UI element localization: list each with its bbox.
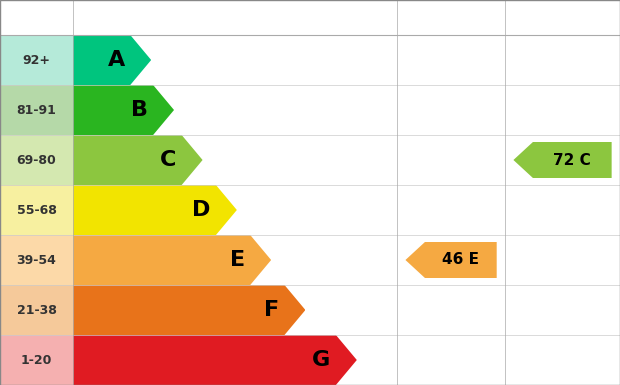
Polygon shape [73,35,151,85]
Text: D: D [192,200,210,220]
Bar [0,185,73,235]
Text: 92+: 92+ [22,54,51,67]
Text: 72 C: 72 C [554,152,591,167]
Text: G: G [312,350,330,370]
Text: 55-68: 55-68 [17,204,56,216]
Bar [271,235,397,285]
Text: 1-20: 1-20 [21,353,52,367]
Bar [0,135,73,185]
Text: 69-80: 69-80 [17,154,56,166]
Polygon shape [73,235,271,285]
Text: 21-38: 21-38 [17,303,56,316]
Bar [203,135,397,185]
Text: 46 E: 46 E [442,253,479,268]
Polygon shape [73,85,174,135]
Polygon shape [73,185,237,235]
Text: A: A [107,50,125,70]
Bar [237,185,397,235]
Polygon shape [73,135,203,185]
Bar [357,335,397,385]
Bar [397,0,505,35]
Text: E: E [229,250,245,270]
Bar [505,0,620,35]
Bar [0,35,73,85]
Bar [0,335,73,385]
Bar [73,0,397,35]
Bar [0,235,73,285]
Text: Potential: Potential [527,10,598,25]
Text: 81-91: 81-91 [17,104,56,117]
Polygon shape [73,285,306,335]
Text: Energy rating: Energy rating [86,10,193,25]
Text: Score: Score [14,10,59,25]
Polygon shape [513,142,612,178]
Polygon shape [73,335,357,385]
Bar [0,285,73,335]
Text: Current: Current [421,10,481,25]
Bar [0,85,73,135]
Polygon shape [405,242,497,278]
Text: F: F [264,300,279,320]
Text: C: C [160,150,176,170]
Bar [306,285,397,335]
Bar [174,85,397,135]
Bar [0,0,73,35]
Text: B: B [131,100,148,120]
Bar [151,35,397,85]
Text: 39-54: 39-54 [17,253,56,266]
